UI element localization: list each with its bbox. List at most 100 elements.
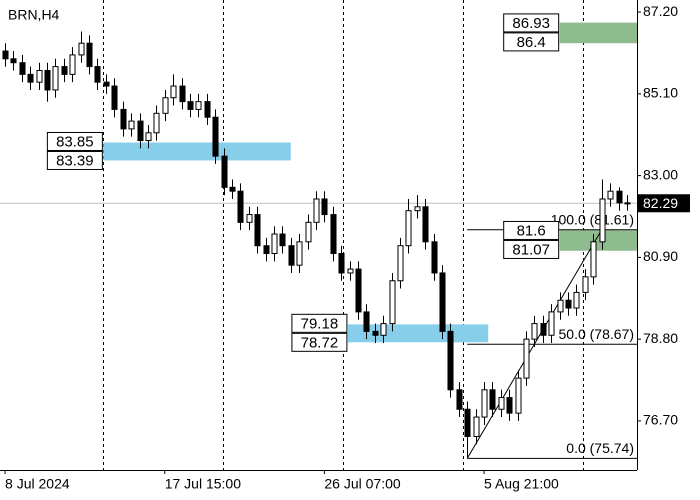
y-tick-label: 78.80: [643, 330, 678, 346]
candle-body: [473, 416, 480, 438]
zone-label: 83.39: [56, 152, 94, 169]
candle-body: [599, 198, 606, 243]
candle-body: [103, 81, 110, 87]
zone-label-box: [46, 150, 103, 170]
zone-label: 79.18: [301, 315, 339, 332]
candle-body: [120, 108, 127, 130]
candle-body: [405, 210, 412, 247]
candle-body: [506, 397, 513, 414]
fib-label: 50.0 (78.67): [559, 326, 635, 342]
zone-label: 81.07: [512, 241, 550, 258]
candle-body: [607, 190, 614, 200]
candle-body: [271, 233, 278, 254]
last-price-tag: [638, 194, 690, 213]
candle-body: [565, 299, 572, 309]
y-tick-label: 83.00: [643, 166, 678, 182]
candle-body: [624, 202, 631, 205]
candle-body: [296, 241, 303, 266]
candle-body: [573, 291, 580, 309]
candle-body: [557, 299, 564, 313]
candle-body: [548, 311, 555, 336]
y-tick-label: 87.20: [643, 3, 678, 19]
candle-body: [254, 214, 261, 247]
zone: [559, 22, 637, 44]
candle-body: [380, 323, 387, 336]
candle-body: [431, 241, 438, 274]
candle-body: [187, 101, 194, 110]
candle-body: [78, 42, 85, 56]
candle-body: [397, 245, 404, 282]
candle-body: [582, 276, 589, 293]
candle-body: [145, 132, 152, 142]
zone-label: 83.85: [56, 133, 94, 150]
zone-label-box: [503, 239, 560, 259]
candle-body: [489, 389, 496, 410]
candle-body: [221, 155, 228, 188]
candle-body: [389, 280, 396, 325]
symbol-title: BRN,H4: [8, 7, 60, 23]
x-tick-label: 8 Jul 2024: [5, 476, 70, 492]
zone: [559, 230, 637, 251]
candle-body: [204, 101, 211, 118]
candle-body: [498, 397, 505, 410]
x-tick-label: 26 Jul 07:00: [324, 476, 400, 492]
candle-body: [279, 233, 286, 247]
candle-body: [305, 221, 312, 243]
plot: 100.0 (81.61) 50.0 (78.67) 0.0 (75.74): [0, 22, 637, 459]
candle-body: [179, 85, 186, 103]
candle-body: [464, 408, 471, 438]
candle-body: [456, 389, 463, 410]
candle-body: [263, 245, 270, 254]
zone-label-box: [503, 220, 560, 240]
zone-label-box: [291, 332, 348, 352]
candle-body: [237, 190, 244, 223]
candle-body: [523, 338, 530, 379]
candle-body: [229, 186, 236, 192]
candle-body: [372, 330, 379, 336]
zone-label: 81.6: [517, 222, 546, 239]
zone-label: 86.93: [512, 15, 550, 32]
y-tick-label: 85.10: [643, 85, 678, 101]
candle-body: [36, 69, 43, 83]
candle-body: [44, 69, 51, 91]
zone-label-box: [503, 32, 560, 52]
candle-body: [481, 389, 488, 418]
candle-body: [153, 112, 160, 134]
candle-body: [111, 85, 118, 110]
candle-body: [128, 120, 135, 130]
x-tick-label: 17 Jul 15:00: [165, 476, 241, 492]
zone-label-box: [291, 313, 348, 333]
candle-body: [447, 330, 454, 391]
fib-label: 100.0 (81.61): [551, 211, 634, 227]
candle-body: [414, 206, 421, 212]
candle-body: [52, 66, 59, 91]
last-price-label: 82.29: [643, 195, 678, 211]
candle-body: [2, 50, 9, 60]
candle-body: [10, 58, 17, 64]
candle-body: [288, 245, 295, 266]
candle-body: [531, 323, 538, 340]
candle-body: [195, 101, 202, 110]
candle-body: [540, 323, 547, 336]
candle-body: [422, 206, 429, 243]
candle-body: [590, 241, 597, 278]
fib-label: 0.0 (75.74): [566, 440, 634, 456]
candle-body: [338, 252, 345, 274]
candle-body: [27, 73, 34, 83]
candle-body: [86, 42, 93, 68]
candle-body: [162, 97, 169, 114]
x-tick-label: 5 Aug 21:00: [484, 476, 559, 492]
candle-body: [94, 66, 101, 83]
zone-label: 86.4: [517, 34, 546, 51]
candle-body: [616, 190, 623, 204]
y-tick-label: 80.90: [643, 248, 678, 264]
zone-label-box: [46, 131, 103, 151]
candle-body: [330, 214, 337, 254]
candle-body: [61, 66, 68, 75]
candle-body: [212, 116, 219, 157]
candle-body: [363, 311, 370, 332]
candle-body: [69, 54, 76, 75]
candle-body: [321, 198, 328, 216]
